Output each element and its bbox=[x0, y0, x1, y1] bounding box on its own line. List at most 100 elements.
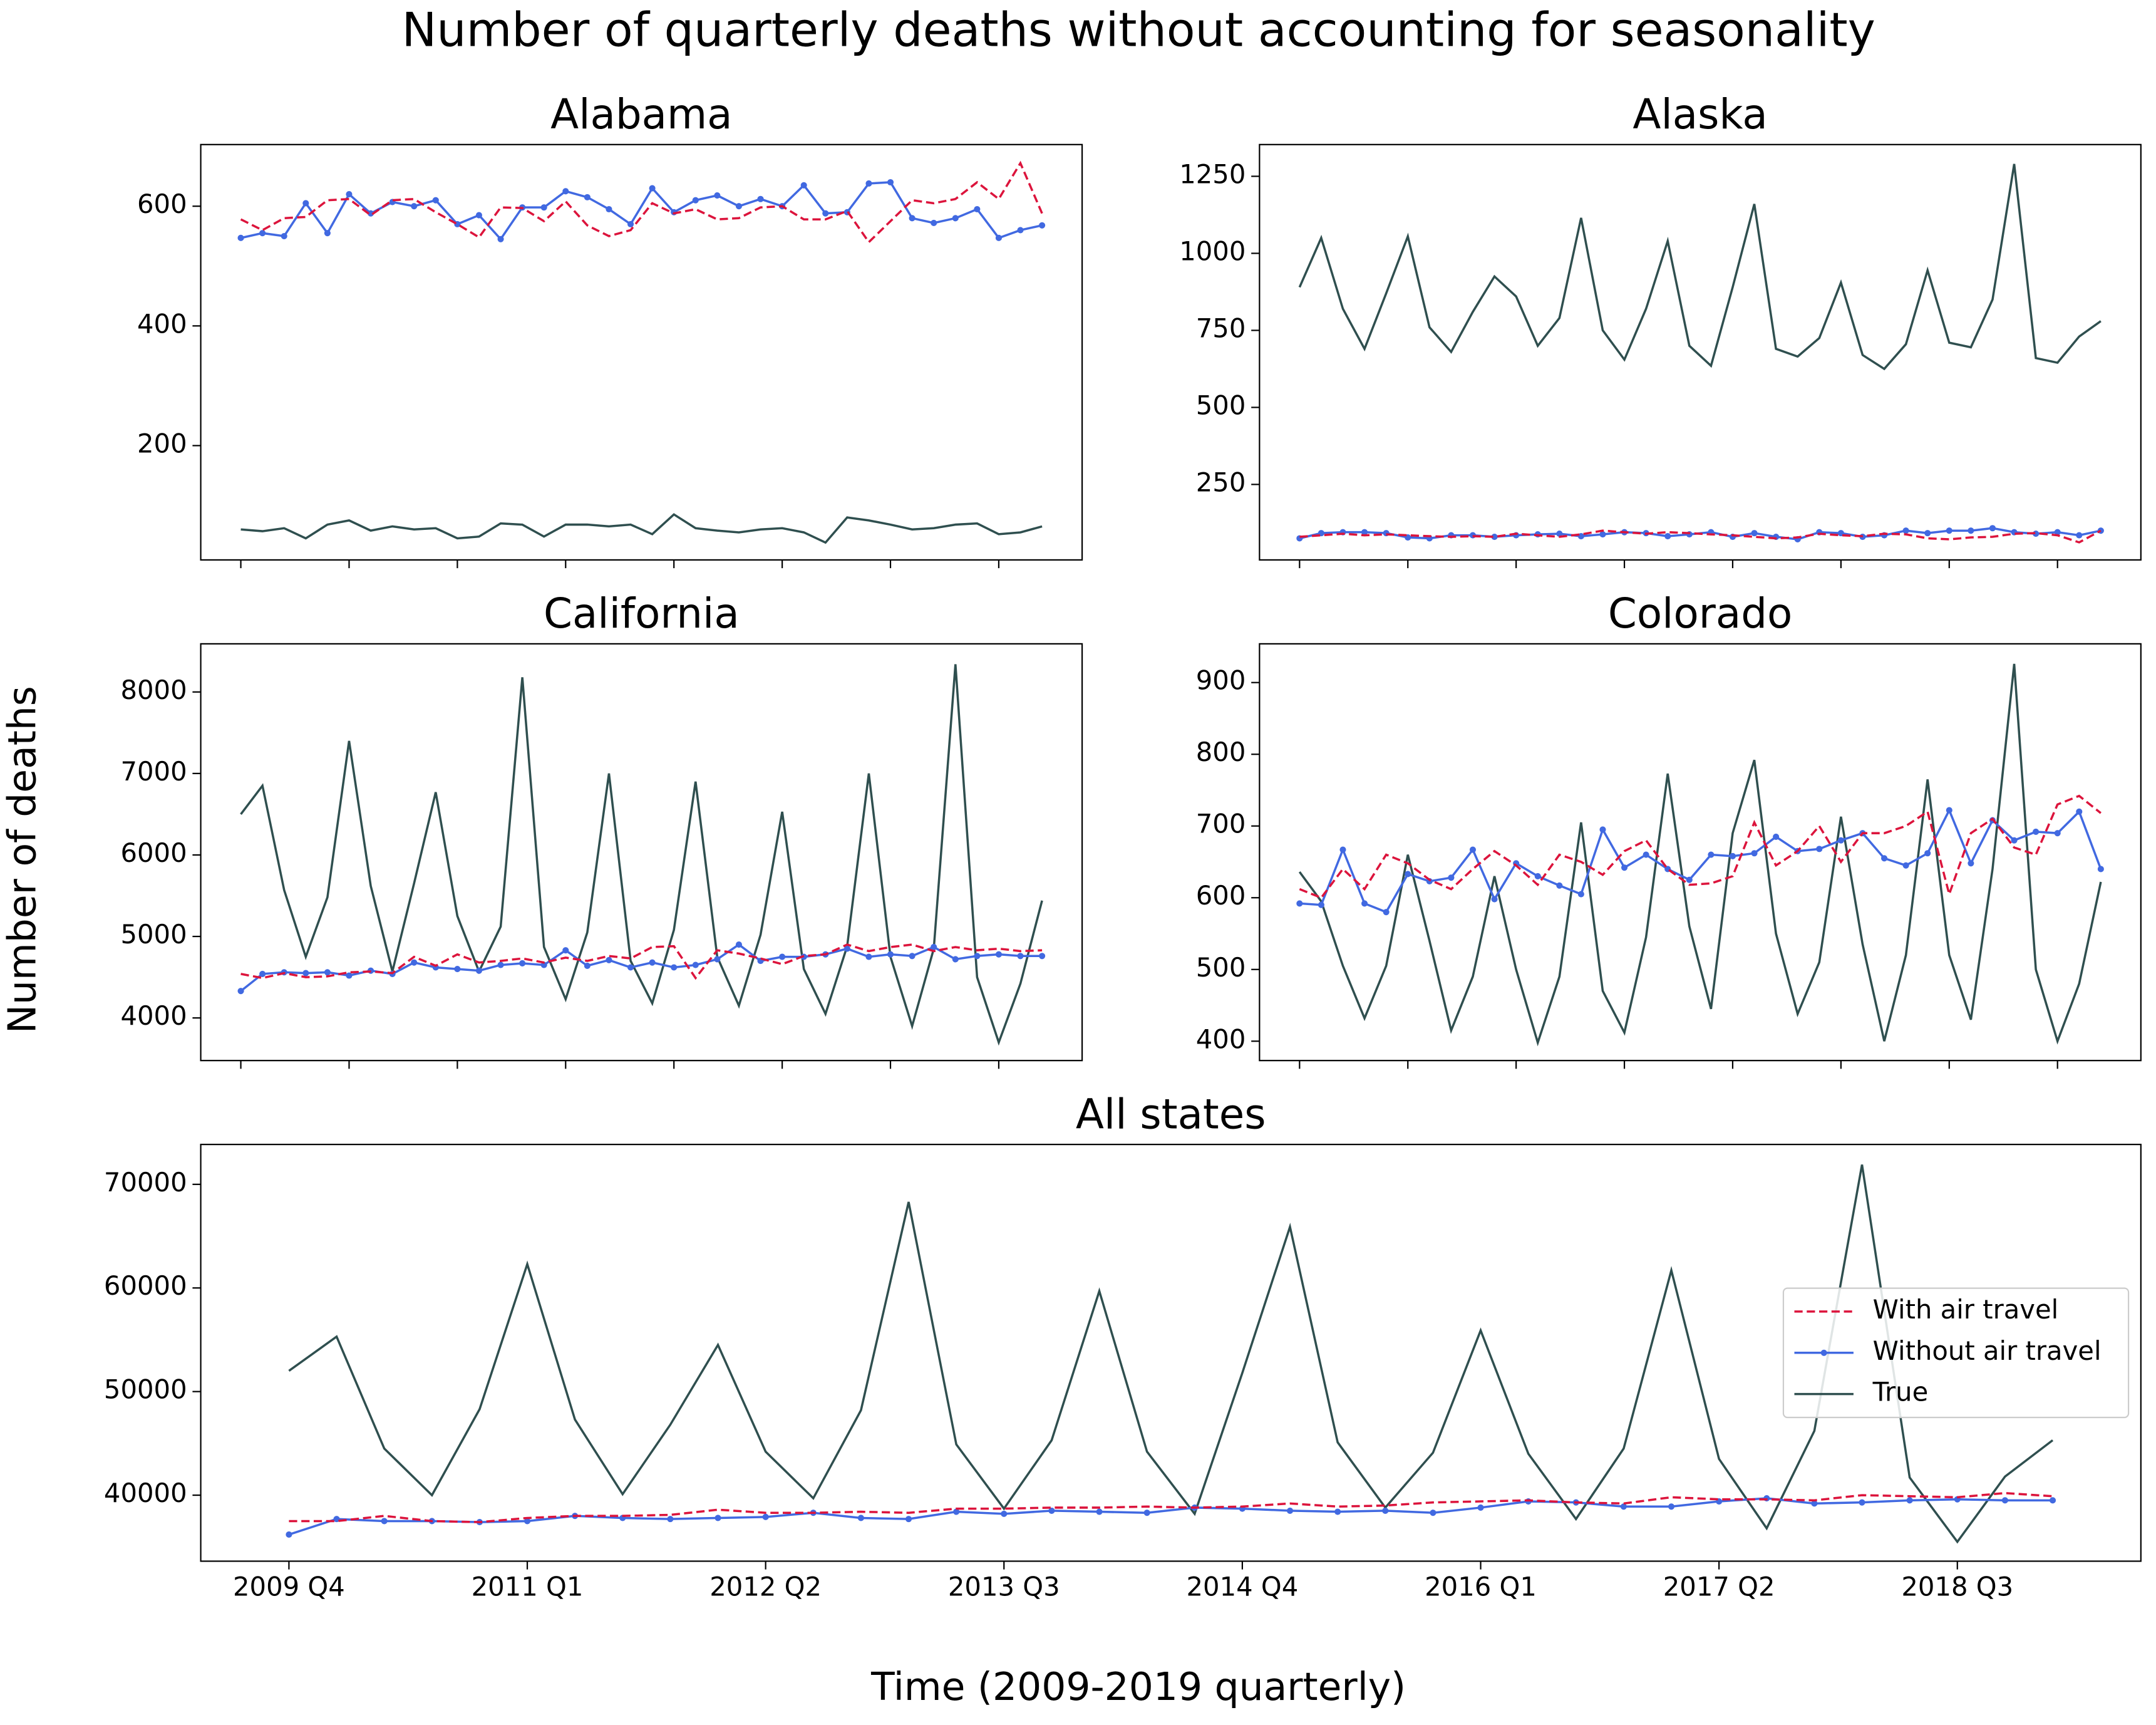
y-tick-label: 200 bbox=[137, 428, 187, 458]
point bbox=[627, 220, 634, 227]
plot-frame bbox=[200, 143, 1083, 561]
point bbox=[411, 959, 418, 966]
series-line bbox=[1299, 794, 2102, 899]
panel-title: Colorado bbox=[1608, 589, 1792, 638]
x-tick-label: 2009 Q4 bbox=[233, 1571, 345, 1602]
point bbox=[1924, 850, 1931, 857]
panel-title: California bbox=[544, 589, 740, 638]
y-tick-label: 900 bbox=[1196, 665, 1246, 696]
point bbox=[1880, 855, 1888, 862]
plot-frame bbox=[200, 643, 1083, 1062]
panel-title: Alabama bbox=[550, 90, 732, 138]
point bbox=[2076, 808, 2083, 815]
point bbox=[1968, 860, 1974, 867]
series-line bbox=[240, 664, 1043, 1046]
point bbox=[497, 236, 504, 242]
x-tick-label: 2016 Q1 bbox=[1425, 1571, 1537, 1602]
legend-label: Without air travel bbox=[1873, 1335, 2102, 1366]
point bbox=[909, 215, 916, 222]
point bbox=[1339, 846, 1346, 853]
point bbox=[1946, 807, 1952, 814]
series-line bbox=[240, 943, 1043, 980]
point bbox=[931, 219, 937, 227]
point bbox=[346, 972, 353, 979]
point bbox=[1430, 1510, 1436, 1516]
point bbox=[1296, 900, 1303, 907]
point bbox=[762, 1513, 769, 1520]
series-line bbox=[1298, 663, 2102, 1047]
y-tick-label: 5000 bbox=[120, 919, 187, 950]
point bbox=[324, 969, 331, 976]
panel-title: Alaska bbox=[1632, 90, 1767, 138]
x-tick-label: 2017 Q2 bbox=[1663, 1571, 1775, 1602]
series-line bbox=[240, 160, 1043, 244]
point bbox=[324, 230, 331, 237]
point bbox=[1361, 529, 1368, 536]
y-tick-label: 600 bbox=[137, 189, 187, 219]
y-tick-label: 50000 bbox=[104, 1374, 187, 1405]
point bbox=[1773, 833, 1780, 840]
point bbox=[2033, 828, 2040, 835]
point bbox=[302, 200, 309, 207]
point bbox=[454, 966, 461, 973]
point bbox=[931, 943, 937, 951]
x-tick-label: 2018 Q3 bbox=[1901, 1571, 2013, 1602]
point bbox=[259, 230, 266, 237]
point bbox=[333, 1516, 340, 1523]
point bbox=[1448, 874, 1455, 881]
series-line bbox=[240, 943, 1043, 992]
point bbox=[1286, 1507, 1294, 1514]
point bbox=[692, 961, 699, 968]
y-tick-label: 1000 bbox=[1179, 236, 1246, 266]
point bbox=[1664, 532, 1671, 540]
point bbox=[692, 197, 699, 204]
y-axis-label: Number of deaths bbox=[1, 686, 45, 1033]
point bbox=[1902, 527, 1909, 534]
point bbox=[2011, 837, 2018, 844]
point bbox=[953, 1508, 960, 1515]
point bbox=[606, 205, 612, 213]
point bbox=[1577, 891, 1584, 898]
point bbox=[1383, 909, 1390, 916]
point bbox=[519, 960, 526, 967]
x-tick-label: 2012 Q2 bbox=[709, 1571, 822, 1602]
point bbox=[649, 185, 656, 192]
point bbox=[909, 953, 916, 960]
point bbox=[757, 195, 764, 202]
point bbox=[346, 191, 353, 198]
panel-title: All states bbox=[1076, 1090, 1266, 1138]
y-tick-label: 4000 bbox=[120, 1000, 187, 1031]
y-tick-label: 6000 bbox=[120, 837, 187, 868]
point bbox=[2097, 866, 2104, 873]
point bbox=[237, 234, 244, 241]
point bbox=[887, 179, 894, 186]
point bbox=[1859, 1499, 1865, 1506]
point bbox=[714, 1515, 721, 1521]
plot-frame bbox=[1259, 143, 2142, 561]
x-tick-label: 2014 Q4 bbox=[1186, 1571, 1298, 1602]
series-line bbox=[288, 1497, 2053, 1536]
point bbox=[974, 205, 981, 213]
x-tick-label: 2011 Q1 bbox=[472, 1571, 584, 1602]
point bbox=[1924, 530, 1931, 537]
y-tick-label: 40000 bbox=[104, 1478, 187, 1508]
point bbox=[1382, 1507, 1389, 1514]
point bbox=[1946, 527, 1952, 534]
y-tick-label: 250 bbox=[1196, 467, 1246, 497]
series-line bbox=[1298, 163, 2102, 371]
point bbox=[735, 941, 743, 948]
point bbox=[2049, 1497, 2056, 1504]
point bbox=[1534, 873, 1541, 879]
point bbox=[1686, 876, 1693, 883]
point bbox=[1989, 525, 1996, 532]
point bbox=[1405, 871, 1411, 878]
y-tick-label: 500 bbox=[1196, 390, 1246, 420]
point bbox=[1469, 846, 1477, 853]
point bbox=[524, 1518, 531, 1525]
point bbox=[1017, 953, 1024, 960]
point bbox=[497, 961, 504, 968]
point bbox=[1361, 900, 1368, 907]
point bbox=[237, 988, 244, 995]
point bbox=[584, 194, 591, 200]
